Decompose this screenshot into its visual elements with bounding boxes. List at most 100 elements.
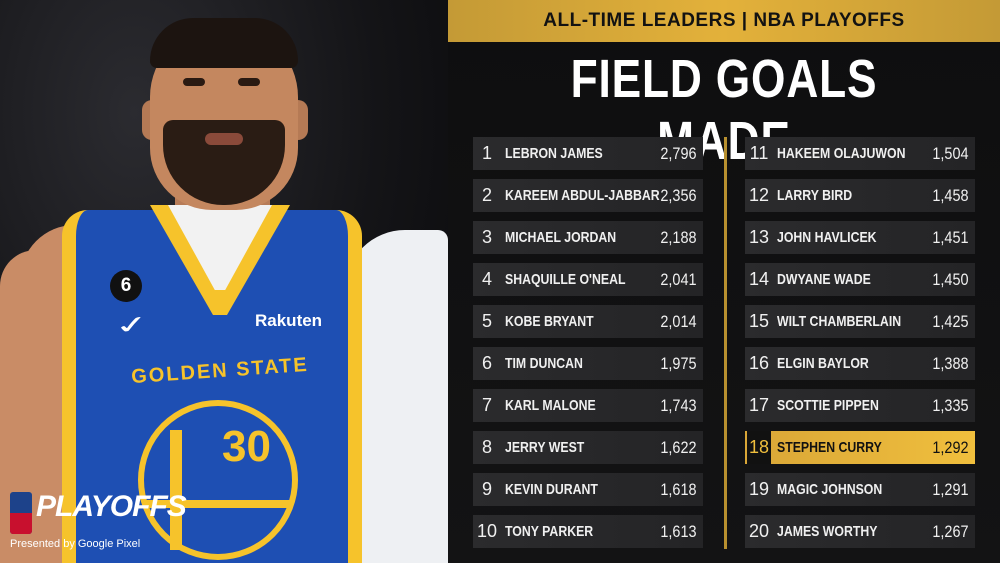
leader-rank: 16 [749, 353, 770, 373]
playoffs-logo-text: PLAYOFFS [36, 490, 187, 523]
team-logo-ring [138, 400, 298, 560]
leader-name: ELGIN BAYLOR [777, 355, 869, 372]
bridge-tower-icon [170, 430, 182, 550]
leader-value: 2,356 [660, 186, 697, 205]
player-eye [183, 78, 205, 86]
bridge-deck-icon [145, 500, 290, 508]
leader-name: HAKEEM OLAJUWON [777, 145, 906, 162]
jersey-sponsor: Rakuten [255, 311, 323, 330]
leader-value: 1,622 [660, 438, 697, 457]
leader-rank: 1 [481, 143, 492, 163]
leader-value: 1,267 [932, 522, 969, 541]
leader-name: JOHN HAVLICEK [777, 229, 877, 246]
leader-value: 1,618 [660, 480, 697, 499]
leader-value: 2,014 [660, 312, 697, 331]
leader-row: 19 MAGIC JOHNSON 1,291 [745, 473, 975, 506]
leader-value: 1,613 [660, 522, 697, 541]
leader-rank: 13 [749, 227, 770, 247]
leader-name: LARRY BIRD [777, 187, 853, 204]
leader-name: KAREEM ABDUL-JABBAR [505, 187, 660, 204]
leader-value: 1,451 [932, 228, 969, 247]
leader-name: TONY PARKER [505, 523, 594, 540]
leader-value: 1,388 [932, 354, 969, 373]
leader-value: 1,743 [660, 396, 697, 415]
leader-rank: 9 [481, 479, 492, 499]
leader-name: WILT CHAMBERLAIN [777, 313, 902, 330]
leader-rank: 19 [749, 479, 770, 499]
leader-row: 11 HAKEEM OLAJUWON 1,504 [745, 137, 975, 170]
leader-name: JAMES WORTHY [777, 523, 878, 540]
leader-value: 2,188 [660, 228, 697, 247]
leader-value: 2,796 [660, 144, 697, 163]
leaders-column-right: 11 HAKEEM OLAJUWON 1,504 12 LARRY BIRD 1,458 1… [745, 137, 975, 557]
presented-by-text: Presented by Google Pixel [10, 538, 141, 550]
leader-name: KOBE BRYANT [505, 313, 594, 330]
leader-rank: 10 [477, 521, 498, 541]
player-mouth [205, 133, 243, 145]
leader-value: 2,041 [660, 270, 697, 289]
leader-row: 3 MICHAEL JORDAN 2,188 [473, 221, 703, 254]
leader-row: 14 DWYANE WADE 1,450 [745, 263, 975, 296]
leader-rank: 8 [481, 437, 492, 457]
leader-row: 8 JERRY WEST 1,622 [473, 431, 703, 464]
leader-name: TIM DUNCAN [505, 355, 583, 372]
leader-row: 17 SCOTTIE PIPPEN 1,335 [745, 389, 975, 422]
leader-rank: 3 [481, 227, 492, 247]
leader-row: 7 KARL MALONE 1,743 [473, 389, 703, 422]
leader-rank: 17 [749, 395, 770, 415]
leader-name: LEBRON JAMES [505, 145, 603, 162]
header-banner: ALL-TIME LEADERS | NBA PLAYOFFS [448, 0, 1000, 42]
player-hair [150, 18, 298, 68]
leader-row: 16 ELGIN BAYLOR 1,388 [745, 347, 975, 380]
leader-name: MAGIC JOHNSON [777, 481, 883, 498]
leader-name: MICHAEL JORDAN [505, 229, 617, 246]
leader-row: 13 JOHN HAVLICEK 1,451 [745, 221, 975, 254]
leaders-column-left: 1 LEBRON JAMES 2,796 2 KAREEM ABDUL-JABBAR 2,… [473, 137, 703, 557]
leader-value: 1,335 [932, 396, 969, 415]
leader-value: 1,291 [932, 480, 969, 499]
leader-rank: 2 [481, 185, 492, 205]
leader-row: 18 STEPHEN CURRY 1,292 [745, 431, 975, 464]
leader-rank: 5 [481, 311, 492, 331]
player-photo: 6 ✓ Rakuten GOLDEN STATE 30 PLAYOFFS Pre… [0, 0, 448, 563]
leader-rank: 11 [749, 143, 769, 163]
leader-row: 15 WILT CHAMBERLAIN 1,425 [745, 305, 975, 338]
leader-value: 1,425 [932, 312, 969, 331]
nba-logo-red-icon [10, 513, 32, 534]
leader-rank: 6 [481, 353, 492, 373]
leader-row: 12 LARRY BIRD 1,458 [745, 179, 975, 212]
leader-row: 1 LEBRON JAMES 2,796 [473, 137, 703, 170]
leader-rank: 14 [749, 269, 770, 289]
leader-row: 10 TONY PARKER 1,613 [473, 515, 703, 548]
leader-value: 1,292 [932, 438, 969, 457]
leader-rank: 15 [749, 311, 770, 331]
leader-name: KEVIN DURANT [505, 481, 598, 498]
leader-value: 1,975 [660, 354, 697, 373]
leader-name: SHAQUILLE O'NEAL [505, 271, 626, 288]
leader-name: STEPHEN CURRY [777, 439, 882, 456]
player-eye [238, 78, 260, 86]
player-sleeve [345, 230, 448, 563]
memorial-patch-badge: 6 [110, 270, 142, 302]
leader-row: 20 JAMES WORTHY 1,267 [745, 515, 975, 548]
leader-row: 2 KAREEM ABDUL-JABBAR 2,356 [473, 179, 703, 212]
leader-name: JERRY WEST [505, 439, 585, 456]
leader-rank: 12 [749, 185, 770, 205]
leaders-panel: ALL-TIME LEADERS | NBA PLAYOFFS FIELD GO… [448, 0, 1000, 563]
leader-row: 9 KEVIN DURANT 1,618 [473, 473, 703, 506]
banner-text: ALL-TIME LEADERS | NBA PLAYOFFS [543, 10, 905, 31]
leader-value: 1,450 [932, 270, 969, 289]
leader-name: KARL MALONE [505, 397, 596, 414]
leader-rank: 4 [481, 269, 492, 289]
leader-rank: 20 [749, 521, 770, 541]
leader-value: 1,504 [932, 144, 969, 163]
leader-name: DWYANE WADE [777, 271, 871, 288]
leader-row: 4 SHAQUILLE O'NEAL 2,041 [473, 263, 703, 296]
leader-name: SCOTTIE PIPPEN [777, 397, 879, 414]
jersey-number: 30 [222, 422, 271, 471]
leader-row: 5 KOBE BRYANT 2,014 [473, 305, 703, 338]
column-divider [724, 137, 727, 549]
leader-rank: 18 [747, 431, 771, 464]
leader-rank: 7 [481, 395, 492, 415]
leader-value: 1,458 [932, 186, 969, 205]
